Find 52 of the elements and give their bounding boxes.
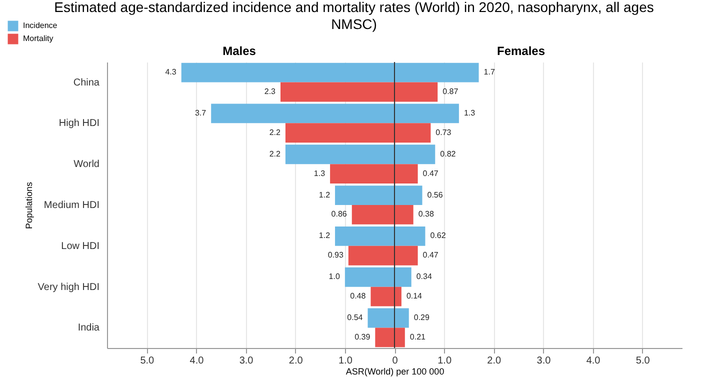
data-label: 0.47 [422,250,439,260]
data-label: 2.2 [269,128,281,137]
y-tick-label: Medium HDI [44,200,100,211]
y-tick-label: Very high HDI [38,282,100,293]
data-label: 2.2 [269,149,281,158]
data-label: 0.34 [416,272,432,282]
x-tick-label: 1.0 [338,356,353,366]
data-label: 0.14 [406,292,423,301]
text: Females [496,44,546,58]
data-label: 0.48 [350,292,366,301]
data-label: 0.47 [422,168,439,178]
data-label: 1.3 [464,108,476,118]
x-tick-label: 3.0 [239,356,254,366]
data-label: 0.93 [328,250,344,260]
data-label: 0.21 [410,332,426,342]
x-tick-label: 4.0 [190,356,204,366]
data-label: 0.86 [331,210,348,219]
x-axis-title: ASR(World) per 100 000 [346,366,444,376]
y-axis-title: Populations [24,181,34,230]
x-tick-label: 4.0 [586,356,601,366]
y-tick-label: High HDI [58,118,100,130]
data-label: 0.87 [442,86,459,96]
x-tick-label: 2.0 [487,356,502,366]
y-tick-label: China [73,77,100,88]
data-label: 0.38 [418,210,434,219]
x-tick-label: 5.0 [636,356,650,366]
y-tick-label: Low HDI [61,240,100,252]
data-label: 1.0 [328,272,340,282]
legend-label: Mortality [23,34,54,43]
x-tick-label: 1.0 [438,356,452,366]
data-label: 1.3 [314,168,326,178]
y-tick-label: India [78,322,100,334]
text: Males [222,44,256,58]
x-tick-label: 2.0 [288,356,304,366]
legend-label: Incidence [23,21,58,30]
data-label: 2.3 [264,86,276,96]
x-tick-label: 5.0 [140,356,155,366]
data-label: 1.7 [484,68,496,77]
data-label: 0.39 [354,332,371,342]
data-label: 0.29 [414,313,430,322]
x-tick-label: 3.0 [536,356,552,366]
y-tick-label: World [74,159,100,170]
x-tick-label: 0 [392,356,398,366]
data-label: 0.82 [440,149,456,158]
data-label: 4.3 [165,68,177,77]
data-label: 0.62 [430,231,446,240]
data-label: 1.2 [318,231,331,240]
data-label: 1.2 [318,190,331,200]
data-label: 0.56 [427,190,444,200]
data-label: 3.7 [194,108,207,118]
data-label: 0.54 [347,313,364,322]
data-label: 0.73 [436,128,452,137]
